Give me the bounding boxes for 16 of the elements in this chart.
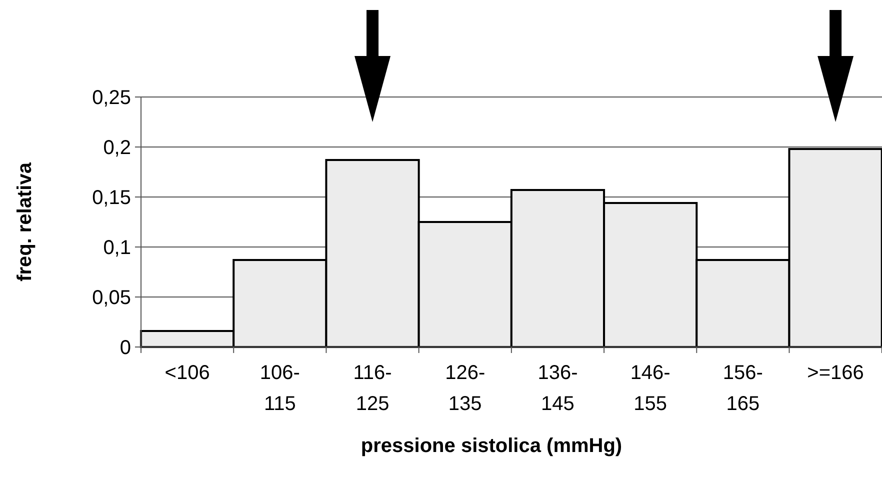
y-tick-label: 0,1 [103,237,131,259]
x-tick-label: 136-145 [538,362,578,415]
x-axis-title: pressione sistolica (mmHg) [360,435,622,457]
y-tick-label: 0,2 [103,137,131,159]
x-tick-label: 116-125 [353,362,392,415]
x-tick-label: >=166 [807,362,864,384]
x-tick-label: 126-135 [445,362,486,415]
x-tick-label: 146-155 [630,362,670,415]
x-tick-label: 156-165 [722,362,763,415]
x-tick-label: 106-115 [260,362,300,415]
y-axis-title: freq. relativa [14,162,36,282]
y-tick-label: 0,25 [92,87,131,109]
y-tick-label: 0,05 [92,287,131,309]
y-tick-label: 0 [120,337,131,359]
y-tick-label: 0,15 [92,187,131,209]
x-tick-label: <106 [164,362,210,384]
